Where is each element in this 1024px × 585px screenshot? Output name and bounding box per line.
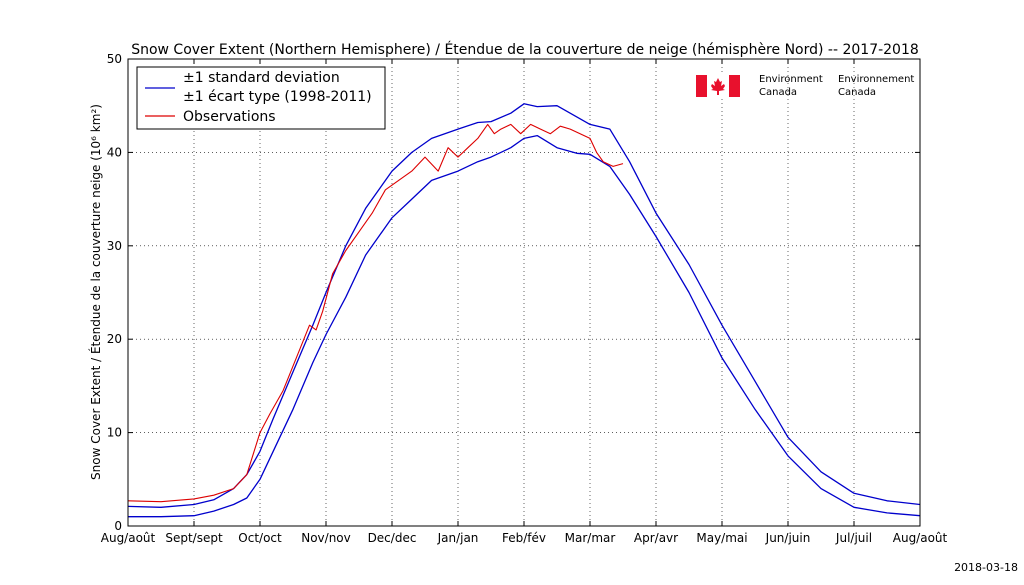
legend-sd-label-fr: ±1 écart type (1998-2011) xyxy=(183,89,372,105)
x-tick-label: Nov/nov xyxy=(301,531,351,545)
y-tick-label: 0 xyxy=(114,519,122,533)
logo-en-line2: Canada xyxy=(759,87,797,98)
x-tick-label: Mar/mar xyxy=(565,531,616,545)
environment-canada-logo: Environment Canada Environnement Canada xyxy=(696,74,914,98)
series-layer xyxy=(127,103,921,518)
x-tick-labels: Aug/août Sept/sept Oct/oct Nov/nov Dec/dec Ja… xyxy=(101,531,948,545)
x-tick-label: Aug/août xyxy=(893,531,948,545)
ticks xyxy=(127,58,921,527)
y-tick-label: 10 xyxy=(107,426,122,440)
series-lower-line xyxy=(128,134,921,518)
x-tick-label: Feb/fév xyxy=(502,531,546,545)
maple-leaf-icon xyxy=(711,78,725,95)
x-tick-label: Jul/juil xyxy=(835,531,872,545)
y-axis-label: Snow Cover Extent / Étendue de la couver… xyxy=(88,104,103,480)
logo-fr-line1: Environnement xyxy=(838,74,914,85)
x-tick-label: Jun/juin xyxy=(765,531,811,545)
x-tick-label: Oct/oct xyxy=(238,531,282,545)
x-tick-label: May/mai xyxy=(696,531,747,545)
legend-obs-label: Observations xyxy=(183,109,276,125)
y-tick-labels: 0 10 20 30 40 50 xyxy=(107,52,122,533)
x-tick-label: Jan/jan xyxy=(437,531,479,545)
y-tick-label: 20 xyxy=(107,332,122,346)
flag-right-bar xyxy=(729,75,740,97)
y-tick-label: 40 xyxy=(107,145,122,159)
grid xyxy=(128,59,920,526)
flag-left-bar xyxy=(696,75,707,97)
x-tick-label: Dec/dec xyxy=(368,531,417,545)
x-tick-label: Aug/août xyxy=(101,531,156,545)
logo-en-line1: Environment xyxy=(759,74,823,85)
legend: ±1 standard deviation ±1 écart type (199… xyxy=(136,66,386,130)
footer-date: 2018-03-18 xyxy=(954,561,1018,574)
legend-sd-label: ±1 standard deviation xyxy=(183,70,340,86)
y-tick-label: 30 xyxy=(107,239,122,253)
series-observed-line xyxy=(127,123,624,503)
legend-box xyxy=(136,66,386,130)
y-tick-label: 50 xyxy=(107,52,122,66)
chart-title: Snow Cover Extent (Northern Hemisphere) … xyxy=(131,41,919,58)
logo-fr-line2: Canada xyxy=(838,87,876,98)
x-tick-label: Sept/sept xyxy=(165,531,223,545)
series-upper-line xyxy=(127,103,921,508)
x-tick-label: Apr/avr xyxy=(634,531,678,545)
